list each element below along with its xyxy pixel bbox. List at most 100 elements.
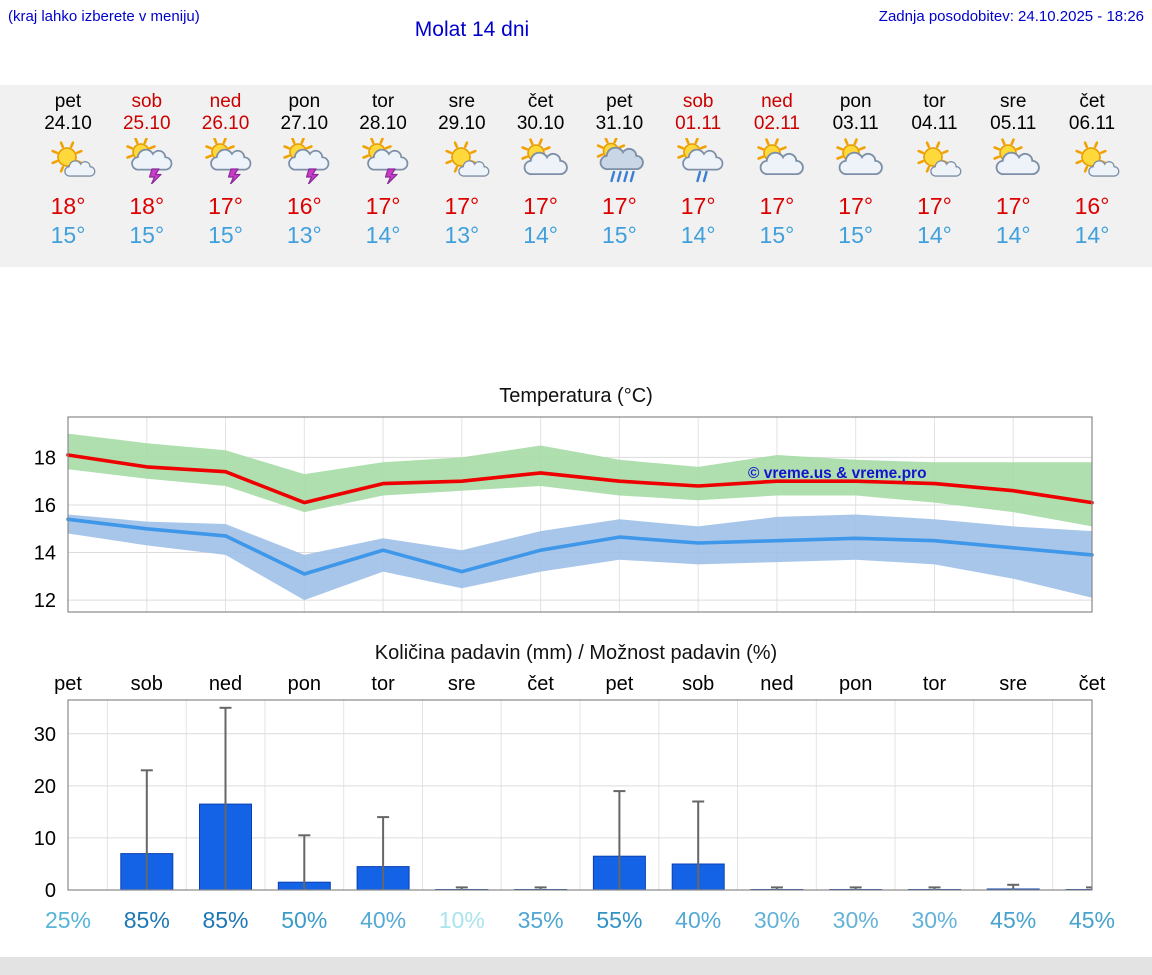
temp-min: 13° bbox=[286, 222, 322, 248]
forecast-day-01.11: sob 01.11 17° 14° bbox=[656, 91, 740, 249]
day-date: 05.11 bbox=[990, 113, 1037, 134]
temp-min: 14° bbox=[365, 222, 401, 248]
precip-percent-label: 35% bbox=[518, 907, 564, 933]
day-name: čet bbox=[527, 91, 554, 112]
weather-icon bbox=[341, 137, 425, 190]
precip-percent-label: 25% bbox=[45, 907, 91, 933]
partly-cloudy-icon bbox=[757, 138, 804, 176]
day-date: 02.11 bbox=[753, 113, 800, 134]
day-date: 27.10 bbox=[280, 113, 329, 134]
location-menu-note: (kraj lahko izberete v meniju) bbox=[8, 8, 200, 25]
forecast-day-06.11: čet 06.11 16° 14° bbox=[1050, 91, 1134, 249]
precipitation-chart-title: Količina padavin (mm) / Možnost padavin … bbox=[374, 642, 778, 664]
day-date: 28.10 bbox=[359, 113, 407, 134]
forecast-day-25.10: sob 25.10 18° 15° bbox=[105, 91, 189, 249]
forecast-strip: pet 24.10 18° 15° sob 25.10 18° 15° ned 26.10 17° 1… bbox=[0, 85, 1152, 267]
last-update-label: Zadnja posodobitev: 24.10.2025 - 18:26 bbox=[878, 8, 1144, 25]
precip-day-label: čet bbox=[1079, 673, 1106, 695]
thunderstorm-icon bbox=[362, 137, 409, 185]
page-title: Molat 14 dni bbox=[414, 18, 530, 41]
day-name: sob bbox=[131, 91, 163, 112]
max-temperature-line bbox=[66, 453, 1094, 505]
temp-max: 17° bbox=[995, 193, 1031, 219]
partly-cloudy-icon bbox=[520, 138, 568, 176]
temp-min: 13° bbox=[444, 222, 480, 248]
precip-day-label: ned bbox=[209, 673, 242, 695]
forecast-day-28.10: tor 28.10 17° 14° bbox=[341, 91, 425, 249]
temp-min: 15° bbox=[50, 222, 86, 248]
day-date: 25.10 bbox=[122, 113, 171, 134]
forecast-day-26.10: ned 26.10 17° 15° bbox=[184, 91, 268, 249]
precip-day-label: pon bbox=[288, 673, 321, 695]
precip-day-label: tor bbox=[371, 673, 395, 695]
precip-day-label: ned bbox=[760, 673, 793, 695]
forecast-day-27.10: pon 27.10 16° 13° bbox=[262, 91, 346, 249]
forecast-day-31.10: pet 31.10 17° 15° bbox=[577, 91, 661, 249]
precipitation-chart: pet sob ned pon tor sre čet pet sob ned pon tor sre č… bbox=[34, 673, 1115, 933]
precip-percent-label: 50% bbox=[281, 907, 327, 933]
precip-day-label: čet bbox=[527, 673, 554, 695]
temp-max: 17° bbox=[523, 193, 558, 219]
temp-max: 17° bbox=[365, 193, 401, 219]
mostly-sunny-icon bbox=[51, 141, 96, 177]
rain-icon bbox=[597, 136, 645, 183]
temp-y-tick: 14 bbox=[34, 543, 56, 565]
day-date: 04.11 bbox=[911, 113, 958, 134]
forecast-day-24.10: pet 24.10 18° 15° bbox=[26, 91, 110, 249]
temp-max: 17° bbox=[759, 193, 795, 219]
watermark: © vreme.us & vreme.pro bbox=[748, 465, 927, 482]
day-date: 03.11 bbox=[832, 113, 879, 134]
precip-day-label: sre bbox=[999, 673, 1027, 695]
forecast-day-05.11: sre 05.11 17° 14° bbox=[971, 91, 1055, 249]
precip-percent-label: 40% bbox=[360, 907, 406, 933]
temp-y-tick: 12 bbox=[34, 590, 56, 612]
precip-percent-label: 45% bbox=[990, 907, 1036, 933]
weather-icon bbox=[577, 136, 661, 190]
precip-percent-label: 55% bbox=[596, 907, 642, 933]
day-name: sre bbox=[448, 91, 476, 112]
temp-y-tick: 16 bbox=[34, 495, 56, 517]
day-name: sre bbox=[1000, 91, 1027, 112]
day-name: ned bbox=[209, 91, 242, 112]
weather-icon bbox=[184, 137, 268, 190]
forecast-day-29.10: sre 29.10 17° 13° bbox=[420, 91, 504, 249]
temp-max: 18° bbox=[50, 193, 86, 219]
day-date: 30.10 bbox=[516, 113, 565, 134]
temp-min: 15° bbox=[208, 222, 243, 248]
precip-day-label: sob bbox=[131, 673, 163, 695]
day-name: pon bbox=[839, 91, 872, 112]
temp-max: 17° bbox=[917, 193, 952, 219]
precip-day-label: pet bbox=[54, 673, 82, 695]
precip-percent-label: 85% bbox=[124, 907, 170, 933]
precip-percent-label: 45% bbox=[1069, 907, 1115, 933]
day-name: sob bbox=[682, 91, 714, 112]
day-date: 24.10 bbox=[44, 113, 92, 134]
temp-min: 14° bbox=[680, 222, 716, 248]
day-name: čet bbox=[1079, 91, 1105, 112]
temp-max: 17° bbox=[444, 193, 480, 219]
day-date: 31.10 bbox=[595, 113, 644, 134]
precip-percent-label: 30% bbox=[911, 907, 957, 933]
weather-icon bbox=[26, 138, 110, 190]
day-name: tor bbox=[923, 91, 946, 112]
temp-min: 15° bbox=[601, 222, 637, 248]
weather-icon bbox=[892, 138, 976, 190]
precip-day-label: sre bbox=[448, 673, 476, 695]
day-name: pet bbox=[54, 91, 82, 112]
day-name: pon bbox=[288, 91, 321, 112]
weather-icon bbox=[1050, 138, 1134, 190]
thunderstorm-icon bbox=[126, 137, 173, 185]
weather-icon bbox=[735, 138, 819, 190]
temp-min: 14° bbox=[995, 222, 1031, 248]
min-temperature-line bbox=[66, 517, 1094, 576]
temperature-chart-title: Temperatura (°C) bbox=[499, 385, 653, 407]
precip-percent-label: 85% bbox=[202, 907, 248, 933]
weather-icon bbox=[262, 137, 346, 190]
forecast-day-30.10: čet 30.10 17° 14° bbox=[499, 91, 583, 249]
weather-icon bbox=[971, 138, 1055, 190]
forecast-day-02.11: ned 02.11 17° 15° bbox=[735, 91, 819, 249]
precip-percent-label: 30% bbox=[833, 907, 879, 933]
thunderstorm-icon bbox=[204, 137, 251, 185]
weather-icon bbox=[814, 138, 898, 190]
precip-percent-label: 10% bbox=[439, 907, 485, 933]
